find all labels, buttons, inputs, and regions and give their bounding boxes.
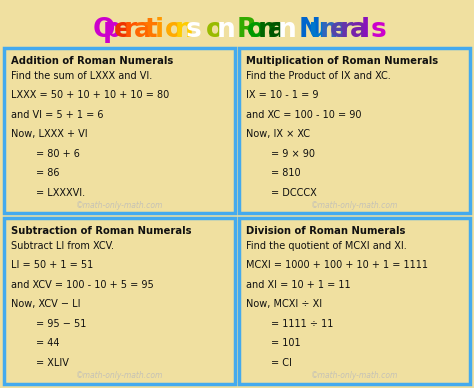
FancyBboxPatch shape (4, 218, 235, 384)
Text: ©math-only-math.com: ©math-only-math.com (76, 201, 163, 210)
Text: p: p (103, 17, 122, 43)
Text: e: e (330, 17, 347, 43)
Text: = DCCCX: = DCCCX (246, 188, 317, 198)
Text: ©math-only-math.com: ©math-only-math.com (311, 201, 398, 210)
FancyBboxPatch shape (4, 48, 235, 213)
Text: l: l (361, 17, 370, 43)
Text: LXXX = 50 + 10 + 10 + 10 = 80: LXXX = 50 + 10 + 10 + 10 = 80 (11, 90, 169, 100)
Text: R: R (237, 17, 257, 43)
Text: = 44: = 44 (11, 338, 60, 348)
Text: Subtraction of Roman Numerals: Subtraction of Roman Numerals (11, 226, 191, 236)
Text: = 1111 ÷ 11: = 1111 ÷ 11 (246, 319, 333, 329)
Text: m: m (257, 17, 285, 43)
FancyBboxPatch shape (239, 218, 470, 384)
Text: LI = 50 + 1 = 51: LI = 50 + 1 = 51 (11, 260, 93, 270)
Text: r: r (340, 17, 353, 43)
Text: N: N (299, 17, 321, 43)
Text: a: a (134, 17, 152, 43)
Text: n: n (175, 17, 194, 43)
Text: n: n (278, 17, 297, 43)
Text: t: t (144, 17, 157, 43)
Text: Addition of Roman Numerals: Addition of Roman Numerals (11, 56, 173, 66)
Text: Find the Product of IX and XC.: Find the Product of IX and XC. (246, 71, 391, 81)
Text: o: o (165, 17, 183, 43)
Text: a: a (268, 17, 286, 43)
Text: Division of Roman Numerals: Division of Roman Numerals (246, 226, 405, 236)
Text: s: s (371, 17, 387, 43)
Text: u: u (309, 17, 328, 43)
Text: i: i (155, 17, 164, 43)
Text: Subtract LI from XCV.: Subtract LI from XCV. (11, 241, 114, 251)
Text: IX = 10 - 1 = 9: IX = 10 - 1 = 9 (246, 90, 319, 100)
Text: Multiplication of Roman Numerals: Multiplication of Roman Numerals (246, 56, 438, 66)
Text: n: n (217, 17, 235, 43)
Text: s: s (185, 17, 201, 43)
Text: = XLIV: = XLIV (11, 358, 69, 368)
Text: O: O (93, 17, 115, 43)
Text: a: a (350, 17, 368, 43)
Text: ©math-only-math.com: ©math-only-math.com (76, 371, 163, 381)
Text: Find the quotient of MCXI and XI.: Find the quotient of MCXI and XI. (246, 241, 407, 251)
Text: = 810: = 810 (246, 168, 301, 178)
Text: o: o (206, 17, 224, 43)
Text: = 101: = 101 (246, 338, 301, 348)
Text: = LXXXVI.: = LXXXVI. (11, 188, 85, 198)
FancyBboxPatch shape (239, 48, 470, 213)
Text: and XI = 10 + 1 = 11: and XI = 10 + 1 = 11 (246, 280, 351, 290)
Text: = CI: = CI (246, 358, 292, 368)
Text: e: e (113, 17, 131, 43)
Text: = 9 × 90: = 9 × 90 (246, 149, 315, 159)
Text: and VI = 5 + 1 = 6: and VI = 5 + 1 = 6 (11, 110, 103, 120)
Text: = 95 − 51: = 95 − 51 (11, 319, 86, 329)
Text: Now, XCV − LI: Now, XCV − LI (11, 300, 81, 310)
Text: Now, MCXI ÷ XI: Now, MCXI ÷ XI (246, 300, 322, 310)
Text: Find the sum of LXXX and VI.: Find the sum of LXXX and VI. (11, 71, 152, 81)
Text: = 80 + 6: = 80 + 6 (11, 149, 80, 159)
Text: and XC = 100 - 10 = 90: and XC = 100 - 10 = 90 (246, 110, 362, 120)
Text: Now, IX × XC: Now, IX × XC (246, 130, 310, 140)
Text: m: m (319, 17, 347, 43)
Text: MCXI = 1000 + 100 + 10 + 1 = 1111: MCXI = 1000 + 100 + 10 + 1 = 1111 (246, 260, 428, 270)
Text: Now, LXXX + VI: Now, LXXX + VI (11, 130, 88, 140)
Text: ©math-only-math.com: ©math-only-math.com (311, 371, 398, 381)
Text: and XCV = 100 - 10 + 5 = 95: and XCV = 100 - 10 + 5 = 95 (11, 280, 154, 290)
Text: r: r (124, 17, 137, 43)
Text: = 86: = 86 (11, 168, 60, 178)
Text: o: o (247, 17, 265, 43)
